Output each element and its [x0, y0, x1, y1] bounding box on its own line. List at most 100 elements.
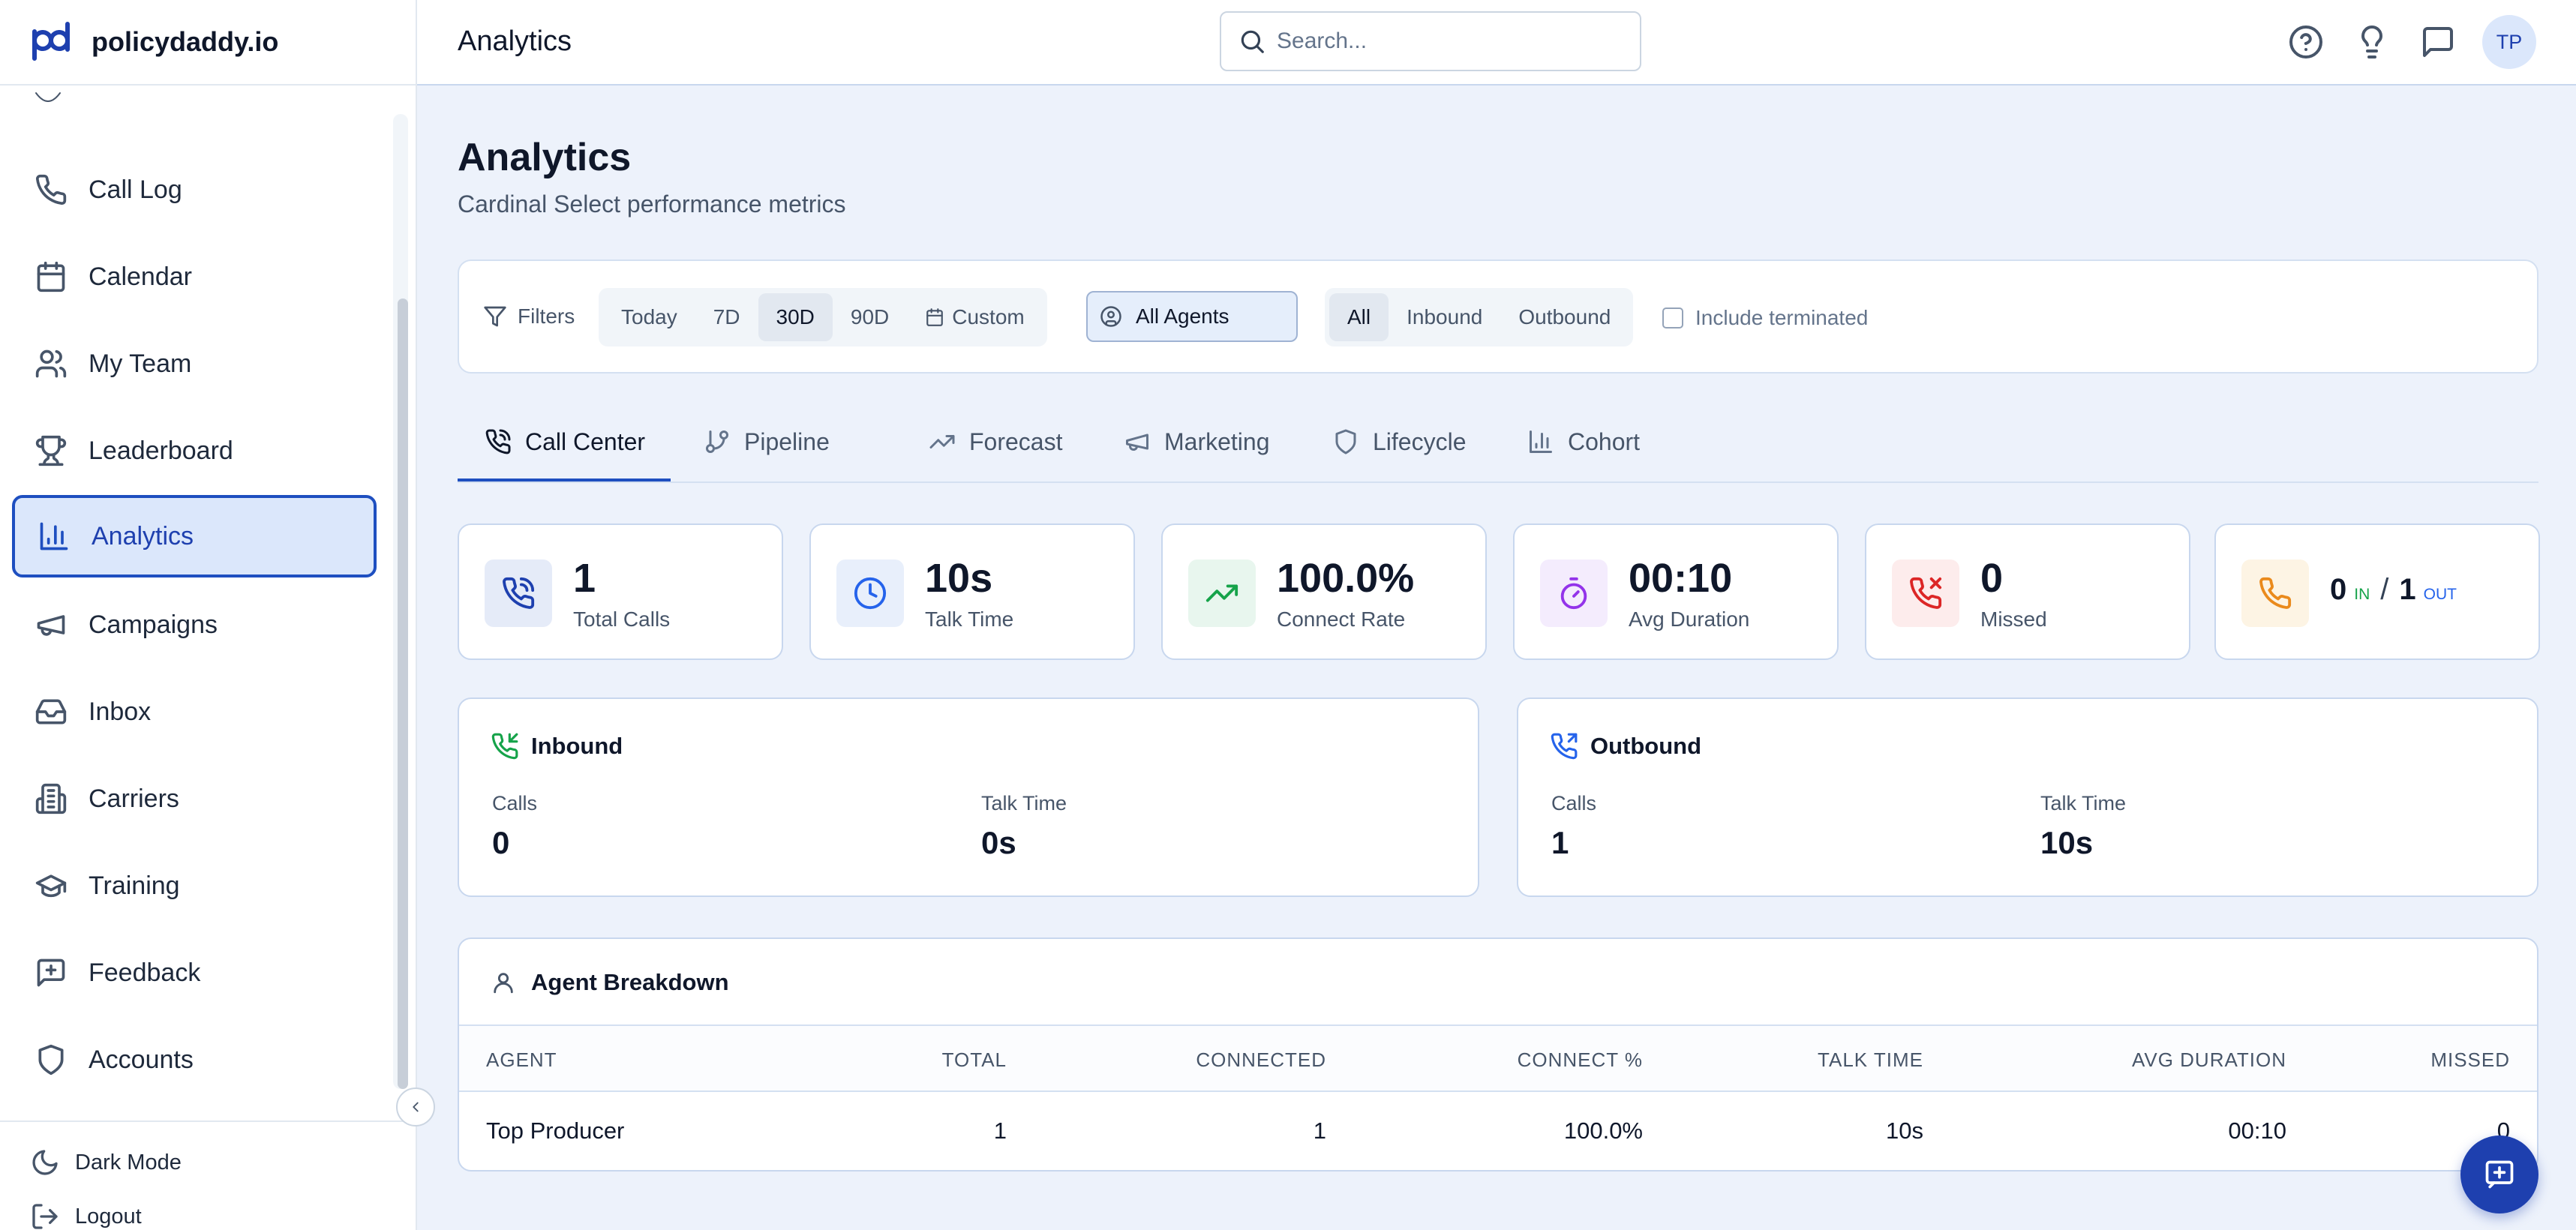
kpi-label: Avg Duration: [1629, 608, 1750, 631]
trending-up-icon: [929, 435, 955, 448]
phone-incoming-icon: [491, 733, 518, 760]
kpi-label: Connect Rate: [1277, 608, 1406, 631]
brand-logo-icon: [32, 22, 70, 61]
sidebar-item-accounts[interactable]: Accounts: [12, 1018, 377, 1101]
building-icon: [35, 783, 67, 814]
range-custom-button[interactable]: Custom: [907, 293, 1042, 341]
message-plus-icon: [2485, 1160, 2514, 1189]
tab-cohort[interactable]: Cohort: [1527, 400, 1640, 483]
sidebar-item-label: Campaigns: [89, 610, 218, 639]
kpi-icon-box: [485, 560, 552, 627]
column-header-avg-duration[interactable]: AVG DURATION: [2131, 1048, 2286, 1071]
sidebar-item-training[interactable]: Training: [12, 844, 377, 927]
logout-label: Logout: [75, 1204, 142, 1228]
sidebar-item-label: Carriers: [89, 784, 179, 813]
feedback-fab-button[interactable]: [2460, 1136, 2538, 1214]
bar-chart-icon: [1530, 430, 1552, 453]
sidebar-item-inbox[interactable]: Inbox: [12, 670, 377, 753]
kpi-value: 10s: [925, 556, 993, 601]
column-header-total[interactable]: TOTAL: [941, 1048, 1007, 1071]
megaphone-icon: [1126, 434, 1148, 451]
search-box[interactable]: [1220, 11, 1641, 71]
direction-outbound-button[interactable]: Outbound: [1518, 305, 1611, 328]
sidebar-item-call-log[interactable]: Call Log: [12, 148, 377, 231]
inbound-header: Inbound: [491, 732, 623, 760]
outbound-title: Outbound: [1590, 733, 1702, 759]
tab-label: Marketing: [1164, 428, 1270, 455]
kpi-icon-box: [1540, 560, 1608, 627]
tab-label: Cohort: [1568, 428, 1641, 455]
column-header-agent[interactable]: AGENT: [486, 1048, 557, 1071]
tab-pipeline[interactable]: Pipeline: [704, 400, 830, 483]
main-content: Analytics Cardinal Select performance me…: [417, 86, 2576, 1230]
outbound-card: Outbound Calls 1 Talk Time 10s: [1517, 698, 2538, 897]
column-header-missed[interactable]: MISSED: [2430, 1048, 2510, 1071]
tab-forecast[interactable]: Forecast: [929, 400, 1062, 483]
lightbulb-icon[interactable]: [2354, 24, 2390, 60]
kpi-avg-duration: 00:10 Avg Duration: [1513, 524, 1839, 660]
collapse-sidebar-button[interactable]: [396, 1088, 435, 1126]
sidebar-scrollbar-thumb[interactable]: [398, 298, 408, 1089]
direction-all-button[interactable]: All: [1329, 293, 1389, 341]
cell-avg-duration: 00:10: [2228, 1118, 2286, 1144]
dark-mode-toggle[interactable]: Dark Mode: [30, 1148, 182, 1178]
kpi-talk-time: 10s Talk Time: [809, 524, 1135, 660]
kpi-icon-box: [1188, 560, 1256, 627]
chevron-left-icon: [413, 1102, 419, 1112]
sidebar: policydaddy.io Call Log Calendar My Team…: [0, 0, 417, 1230]
sidebar-item-analytics[interactable]: Analytics: [12, 495, 377, 578]
phone-call-icon: [503, 577, 535, 609]
range-30d-button[interactable]: 30D: [758, 293, 833, 341]
phone-icon: [2259, 577, 2292, 609]
sidebar-item-feedback[interactable]: Feedback: [12, 932, 377, 1014]
kpi-missed: 0 Missed: [1865, 524, 2190, 660]
help-icon[interactable]: [2288, 24, 2324, 60]
top-bar: Analytics TP: [417, 0, 2576, 86]
tab-marketing[interactable]: Marketing: [1124, 400, 1270, 483]
agent-breakdown-card: Agent Breakdown AGENT TOTAL CONNECTED CO…: [458, 938, 2538, 1172]
direction-inbound-button[interactable]: Inbound: [1407, 305, 1483, 328]
range-today-button[interactable]: Today: [621, 305, 677, 328]
column-header-connect-pct[interactable]: CONNECT %: [1517, 1048, 1643, 1071]
sidebar-item-carriers[interactable]: Carriers: [12, 758, 377, 840]
search-input[interactable]: [1277, 28, 1622, 54]
message-plus-icon: [37, 958, 65, 987]
column-header-connected[interactable]: CONNECTED: [1196, 1048, 1326, 1071]
agent-breakdown-title: Agent Breakdown: [531, 969, 729, 995]
include-terminated-label: Include terminated: [1695, 306, 1869, 329]
logout-button[interactable]: Logout: [30, 1202, 142, 1230]
filter-bar: Filters Today 7D 30D 90D Custom All Agen…: [458, 260, 2538, 374]
column-header-talk-time[interactable]: TALK TIME: [1818, 1048, 1923, 1071]
range-7d-button[interactable]: 7D: [713, 305, 740, 328]
range-custom-label: Custom: [952, 305, 1025, 328]
kpi-value: 100.0%: [1277, 556, 1415, 601]
tab-label: Call Center: [525, 428, 646, 455]
dark-mode-label: Dark Mode: [75, 1150, 182, 1174]
message-icon[interactable]: [2420, 24, 2456, 60]
inbound-talk-label: Talk Time: [981, 792, 1067, 814]
agent-select[interactable]: All Agents: [1086, 291, 1298, 342]
table-row[interactable]: Top Producer 1 1 100.0% 10s 00:10 0: [459, 1092, 2537, 1167]
sidebar-item-calendar[interactable]: Calendar: [12, 236, 377, 318]
sidebar-item-campaigns[interactable]: Campaigns: [12, 584, 377, 666]
analytics-tabs: Call Center Pipeline Forecast Marketing …: [458, 400, 2538, 483]
split-divider: /: [2380, 573, 2389, 606]
cell-connect-pct: 100.0%: [1563, 1118, 1643, 1144]
out-label: OUT: [2423, 586, 2457, 603]
partial-nav-icon: [35, 92, 61, 102]
sidebar-item-leaderboard[interactable]: Leaderboard: [12, 410, 377, 492]
sidebar-item-label: Analytics: [92, 521, 194, 550]
sidebar-nav: Call Log Calendar My Team Leaderboard An…: [0, 86, 417, 1120]
checkbox-box[interactable]: [1662, 308, 1683, 328]
tab-lifecycle[interactable]: Lifecycle: [1332, 400, 1467, 483]
include-terminated-checkbox[interactable]: Include terminated: [1662, 306, 1868, 330]
in-value: 0: [2330, 573, 2347, 606]
clock-icon: [854, 577, 887, 610]
range-90d-button[interactable]: 90D: [850, 305, 890, 328]
sidebar-item-my-team[interactable]: My Team: [12, 322, 377, 405]
sidebar-item-label: Feedback: [89, 958, 201, 987]
avatar[interactable]: TP: [2482, 15, 2536, 69]
tab-call-center[interactable]: Call Center: [485, 400, 645, 483]
kpi-value: 00:10: [1629, 556, 1733, 601]
brand[interactable]: policydaddy.io: [0, 0, 417, 86]
